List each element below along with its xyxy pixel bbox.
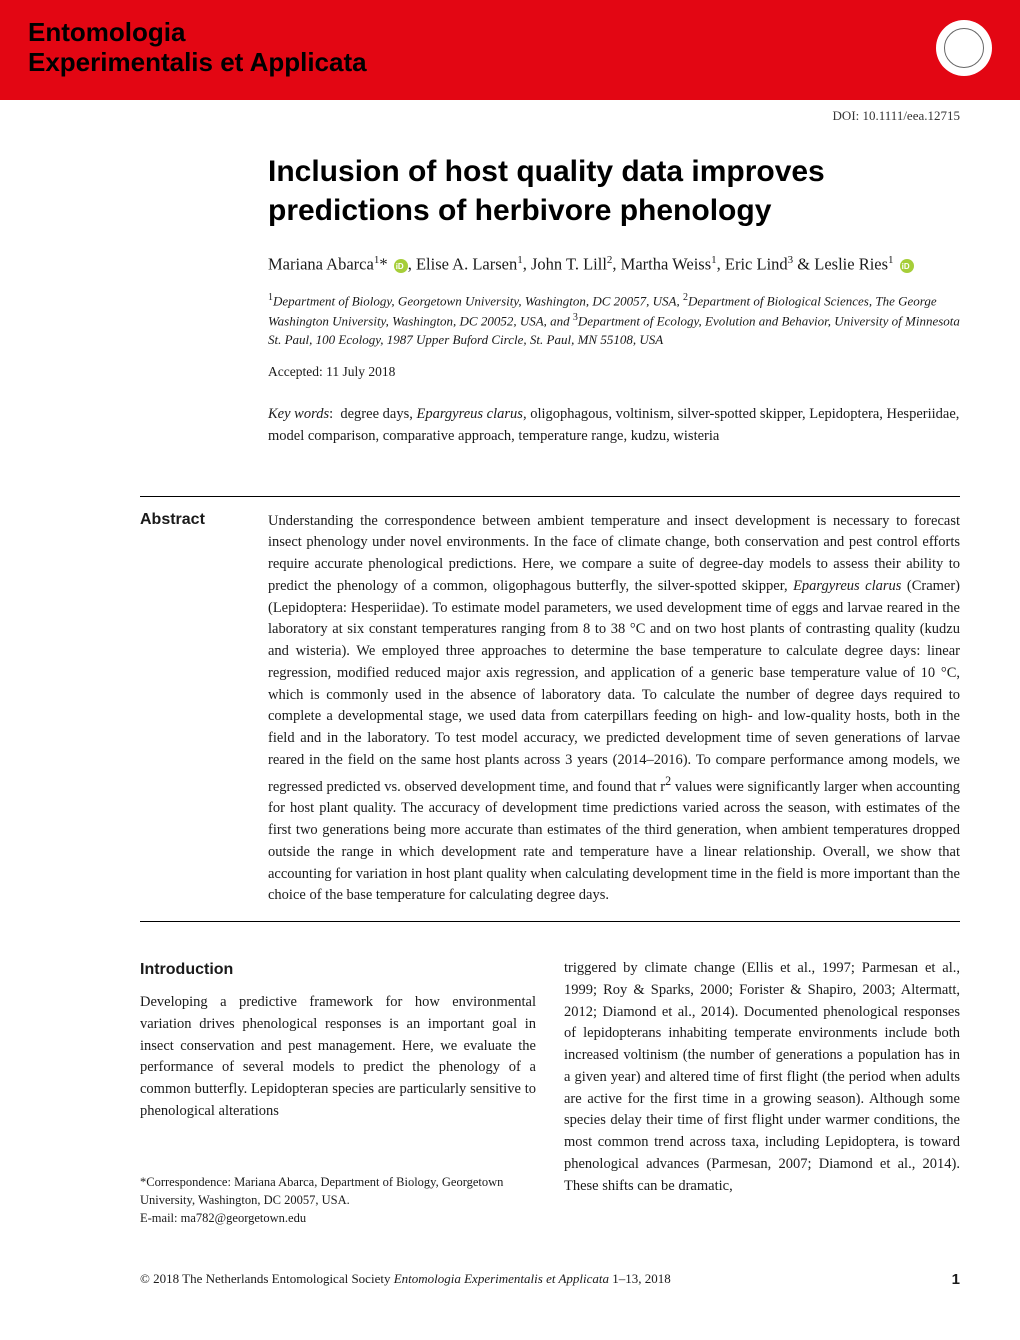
journal-name-line2: Experimentalis et Applicata — [28, 48, 367, 78]
correspondence-block: *Correspondence: Mariana Abarca, Departm… — [140, 1173, 536, 1227]
keywords-label: Key words — [268, 406, 329, 422]
affiliation: Department of Biology, Georgetown Univer… — [273, 293, 683, 308]
author: John T. Lill — [531, 254, 607, 273]
introduction-heading: Introduction — [140, 958, 536, 982]
journal-name-line1: Entomologia — [28, 18, 367, 48]
keywords-block: Key words: degree days, Epargyreus claru… — [268, 404, 960, 448]
species-name: Epargyreus clarus — [793, 578, 901, 594]
author-sup: 3 — [788, 254, 794, 266]
page-footer: © 2018 The Netherlands Entomological Soc… — [0, 1247, 1020, 1306]
copyright-text: © 2018 The Netherlands Entomological Soc… — [140, 1271, 394, 1286]
author: Martha Weiss — [621, 254, 711, 273]
footer-copyright: © 2018 The Netherlands Entomological Soc… — [140, 1271, 671, 1288]
orcid-icon[interactable] — [394, 259, 408, 273]
body-columns: Introduction Developing a predictive fra… — [0, 922, 1020, 1247]
article-header-block: Inclusion of host quality data improves … — [0, 128, 1020, 496]
journal-name: Entomologia Experimentalis et Applicata — [28, 18, 367, 78]
footer-journal: Entomologia Experimentalis et Applicata — [394, 1271, 609, 1286]
correspondence-email: E-mail: ma782@georgetown.edu — [140, 1209, 536, 1227]
journal-header: Entomologia Experimentalis et Applicata — [0, 0, 1020, 100]
correspondence-text: *Correspondence: Mariana Abarca, Departm… — [140, 1173, 536, 1209]
author: Eric Lind — [725, 254, 788, 273]
abstract-text: values were significantly larger when ac… — [268, 779, 960, 904]
doi-text: DOI: 10.1111/eea.12715 — [0, 100, 1020, 128]
authors-line: Mariana Abarca1* , Elise A. Larsen1, Joh… — [268, 252, 960, 277]
author-sup: 2 — [607, 254, 613, 266]
author: Mariana Abarca — [268, 254, 374, 273]
abstract-label: Abstract — [140, 511, 268, 907]
logo-icon — [944, 28, 984, 68]
abstract-text: (Cramer) (Lepidoptera: Hesperiidae). To … — [268, 578, 960, 795]
abstract-body: Understanding the correspondence between… — [268, 511, 960, 907]
keywords-species: Epargyreus clarus — [416, 406, 522, 422]
author: Leslie Ries — [814, 254, 888, 273]
intro-paragraph: triggered by climate change (Ellis et al… — [564, 958, 960, 1197]
orcid-icon[interactable] — [900, 259, 914, 273]
footer-pages: 1–13, 2018 — [609, 1271, 671, 1286]
author-sup: 1 — [374, 254, 380, 266]
keywords-text: degree days, — [340, 406, 416, 422]
article-title: Inclusion of host quality data improves … — [268, 152, 960, 230]
author: Elise A. Larsen — [416, 254, 517, 273]
author-sup: 1 — [888, 254, 894, 266]
right-column: triggered by climate change (Ellis et al… — [564, 958, 960, 1227]
intro-paragraph: Developing a predictive framework for ho… — [140, 992, 536, 1123]
page-number: 1 — [952, 1271, 960, 1288]
author-sup: 1 — [711, 254, 717, 266]
left-column: Introduction Developing a predictive fra… — [140, 958, 536, 1227]
accepted-date: Accepted: 11 July 2018 — [268, 364, 960, 380]
abstract-section: Abstract Understanding the correspondenc… — [0, 497, 1020, 921]
society-logo — [936, 20, 992, 76]
author-sup: 1 — [517, 254, 523, 266]
affiliations: 1Department of Biology, Georgetown Unive… — [268, 291, 960, 350]
